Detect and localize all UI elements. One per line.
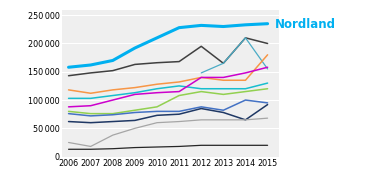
Text: Nordland: Nordland: [275, 18, 336, 31]
